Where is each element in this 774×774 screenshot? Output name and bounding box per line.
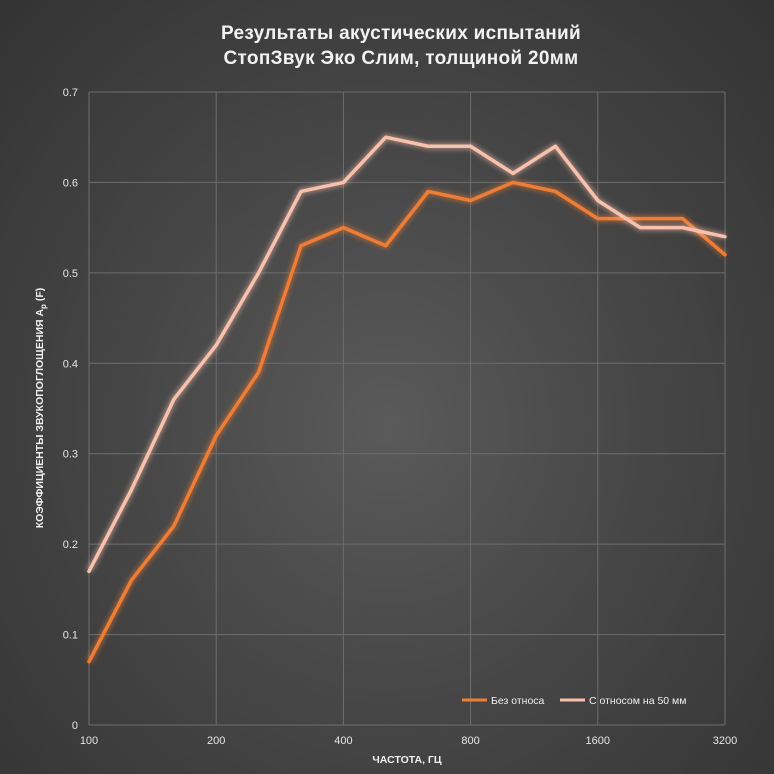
series-line-1 <box>87 135 727 574</box>
data-point <box>172 524 176 528</box>
chart-title-line-2: СтопЗвук Эко Слим, толщиной 20мм <box>224 48 579 69</box>
data-point <box>553 144 557 148</box>
data-point <box>257 271 261 275</box>
y-axis-label: КОЭФФИЦИЕНТЫ ЗВУКОПОГЛОЩЕНИЯ Ap (F) <box>34 288 48 529</box>
y-tick-label: 0.5 <box>63 268 78 280</box>
y-tick-label: 0.1 <box>63 630 78 642</box>
y-axis-label-main: КОЭФФИЦИЕНТЫ ЗВУКОПОГЛОЩЕНИЯ A <box>34 309 46 529</box>
data-point <box>87 569 91 573</box>
data-point <box>553 189 557 193</box>
legend-label-s-otnosom: С относом на 50 мм <box>589 695 687 707</box>
x-tick-label: 800 <box>461 735 479 747</box>
data-point <box>596 217 600 221</box>
y-axis-label-subscript: p <box>39 304 48 309</box>
data-point <box>129 578 133 582</box>
data-point <box>638 217 642 221</box>
legend: Без относа С относом на 50 мм <box>462 695 687 707</box>
y-tick-label: 0.3 <box>63 449 78 461</box>
data-point <box>214 343 218 347</box>
x-tick-label: 200 <box>207 735 225 747</box>
data-point <box>341 180 345 184</box>
legend-label-bez-otnosa: Без относа <box>491 695 545 707</box>
x-tick-labels: 100 200 400 800 1600 3200 <box>80 735 737 747</box>
x-tick-label: 400 <box>334 735 352 747</box>
data-point <box>299 244 303 248</box>
data-point <box>723 253 727 257</box>
data-point <box>469 199 473 203</box>
data-point <box>681 226 685 230</box>
data-point <box>384 244 388 248</box>
series-lines <box>85 133 728 664</box>
x-axis-label: ЧАСТОТА, ГЦ <box>372 754 441 766</box>
gridlines <box>88 91 726 726</box>
data-point <box>723 235 727 239</box>
data-point <box>172 397 176 401</box>
y-tick-label: 0.6 <box>63 177 78 189</box>
data-point <box>596 199 600 203</box>
data-point <box>638 226 642 230</box>
data-point <box>257 370 261 374</box>
y-tick-labels: 0 0.1 0.2 0.3 0.4 0.5 0.6 0.7 <box>63 87 78 732</box>
data-point <box>384 135 388 139</box>
x-tick-label: 3200 <box>713 735 737 747</box>
data-point <box>426 189 430 193</box>
series-line-0 <box>87 180 727 664</box>
y-tick-label: 0.7 <box>63 87 78 99</box>
data-point <box>129 488 133 492</box>
data-point <box>469 144 473 148</box>
data-point <box>87 660 91 664</box>
y-tick-label: 0.2 <box>63 539 78 551</box>
data-point <box>214 434 218 438</box>
data-point <box>511 180 515 184</box>
data-point <box>511 171 515 175</box>
x-tick-label: 100 <box>80 735 98 747</box>
y-tick-label: 0 <box>72 720 78 732</box>
data-point <box>341 226 345 230</box>
y-tick-label: 0.4 <box>63 358 78 370</box>
data-point <box>299 189 303 193</box>
data-point <box>426 144 430 148</box>
data-point <box>681 217 685 221</box>
y-axis-label-suffix: (F) <box>34 288 46 304</box>
chart-title-line-1: Результаты акустических испытаний <box>221 23 581 44</box>
series-glow-0 <box>85 178 728 664</box>
x-tick-label: 1600 <box>586 735 610 747</box>
